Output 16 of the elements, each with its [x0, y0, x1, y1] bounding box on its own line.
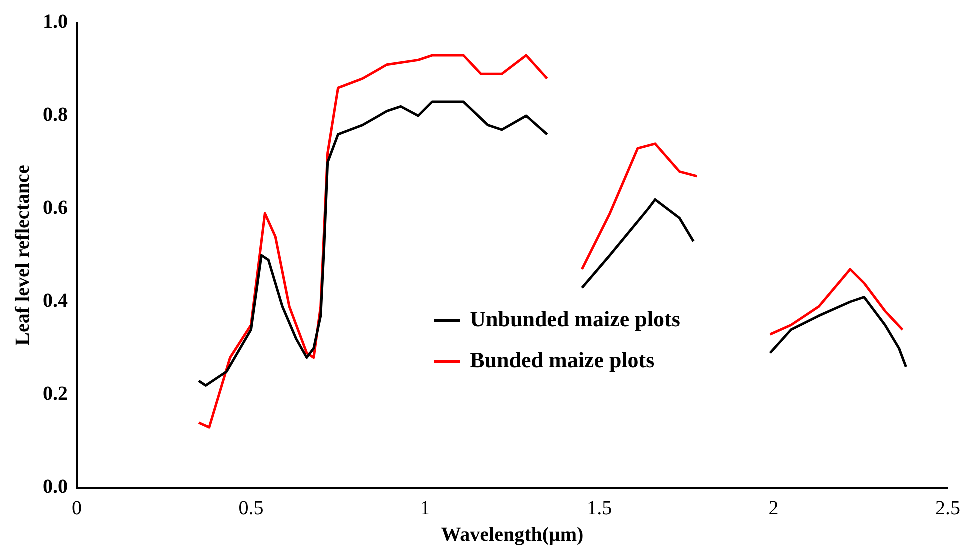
y-axis-title: Leaf level reflectance — [12, 165, 34, 346]
legend-label: Unbunded maize plots — [470, 306, 681, 332]
y-tick-label: 0.4 — [43, 290, 68, 312]
x-tick-label: 2.5 — [936, 497, 960, 520]
legend-label: Bunded maize plots — [470, 347, 656, 372]
x-tick-label: 0 — [72, 497, 82, 520]
y-tick-label: 0.8 — [43, 104, 68, 126]
x-tick-label: 2 — [768, 497, 779, 520]
y-tick-label: 0.2 — [43, 383, 68, 406]
y-tick-label: 1.0 — [43, 11, 68, 34]
x-axis-title: Wavelength(μm) — [441, 524, 584, 546]
x-tick-label: 0.5 — [238, 497, 264, 520]
x-tick-label: 1.5 — [587, 497, 612, 520]
y-tick-label: 0.6 — [43, 197, 68, 220]
y-tick-label: 0.0 — [43, 476, 68, 498]
x-tick-label: 1 — [420, 497, 430, 520]
